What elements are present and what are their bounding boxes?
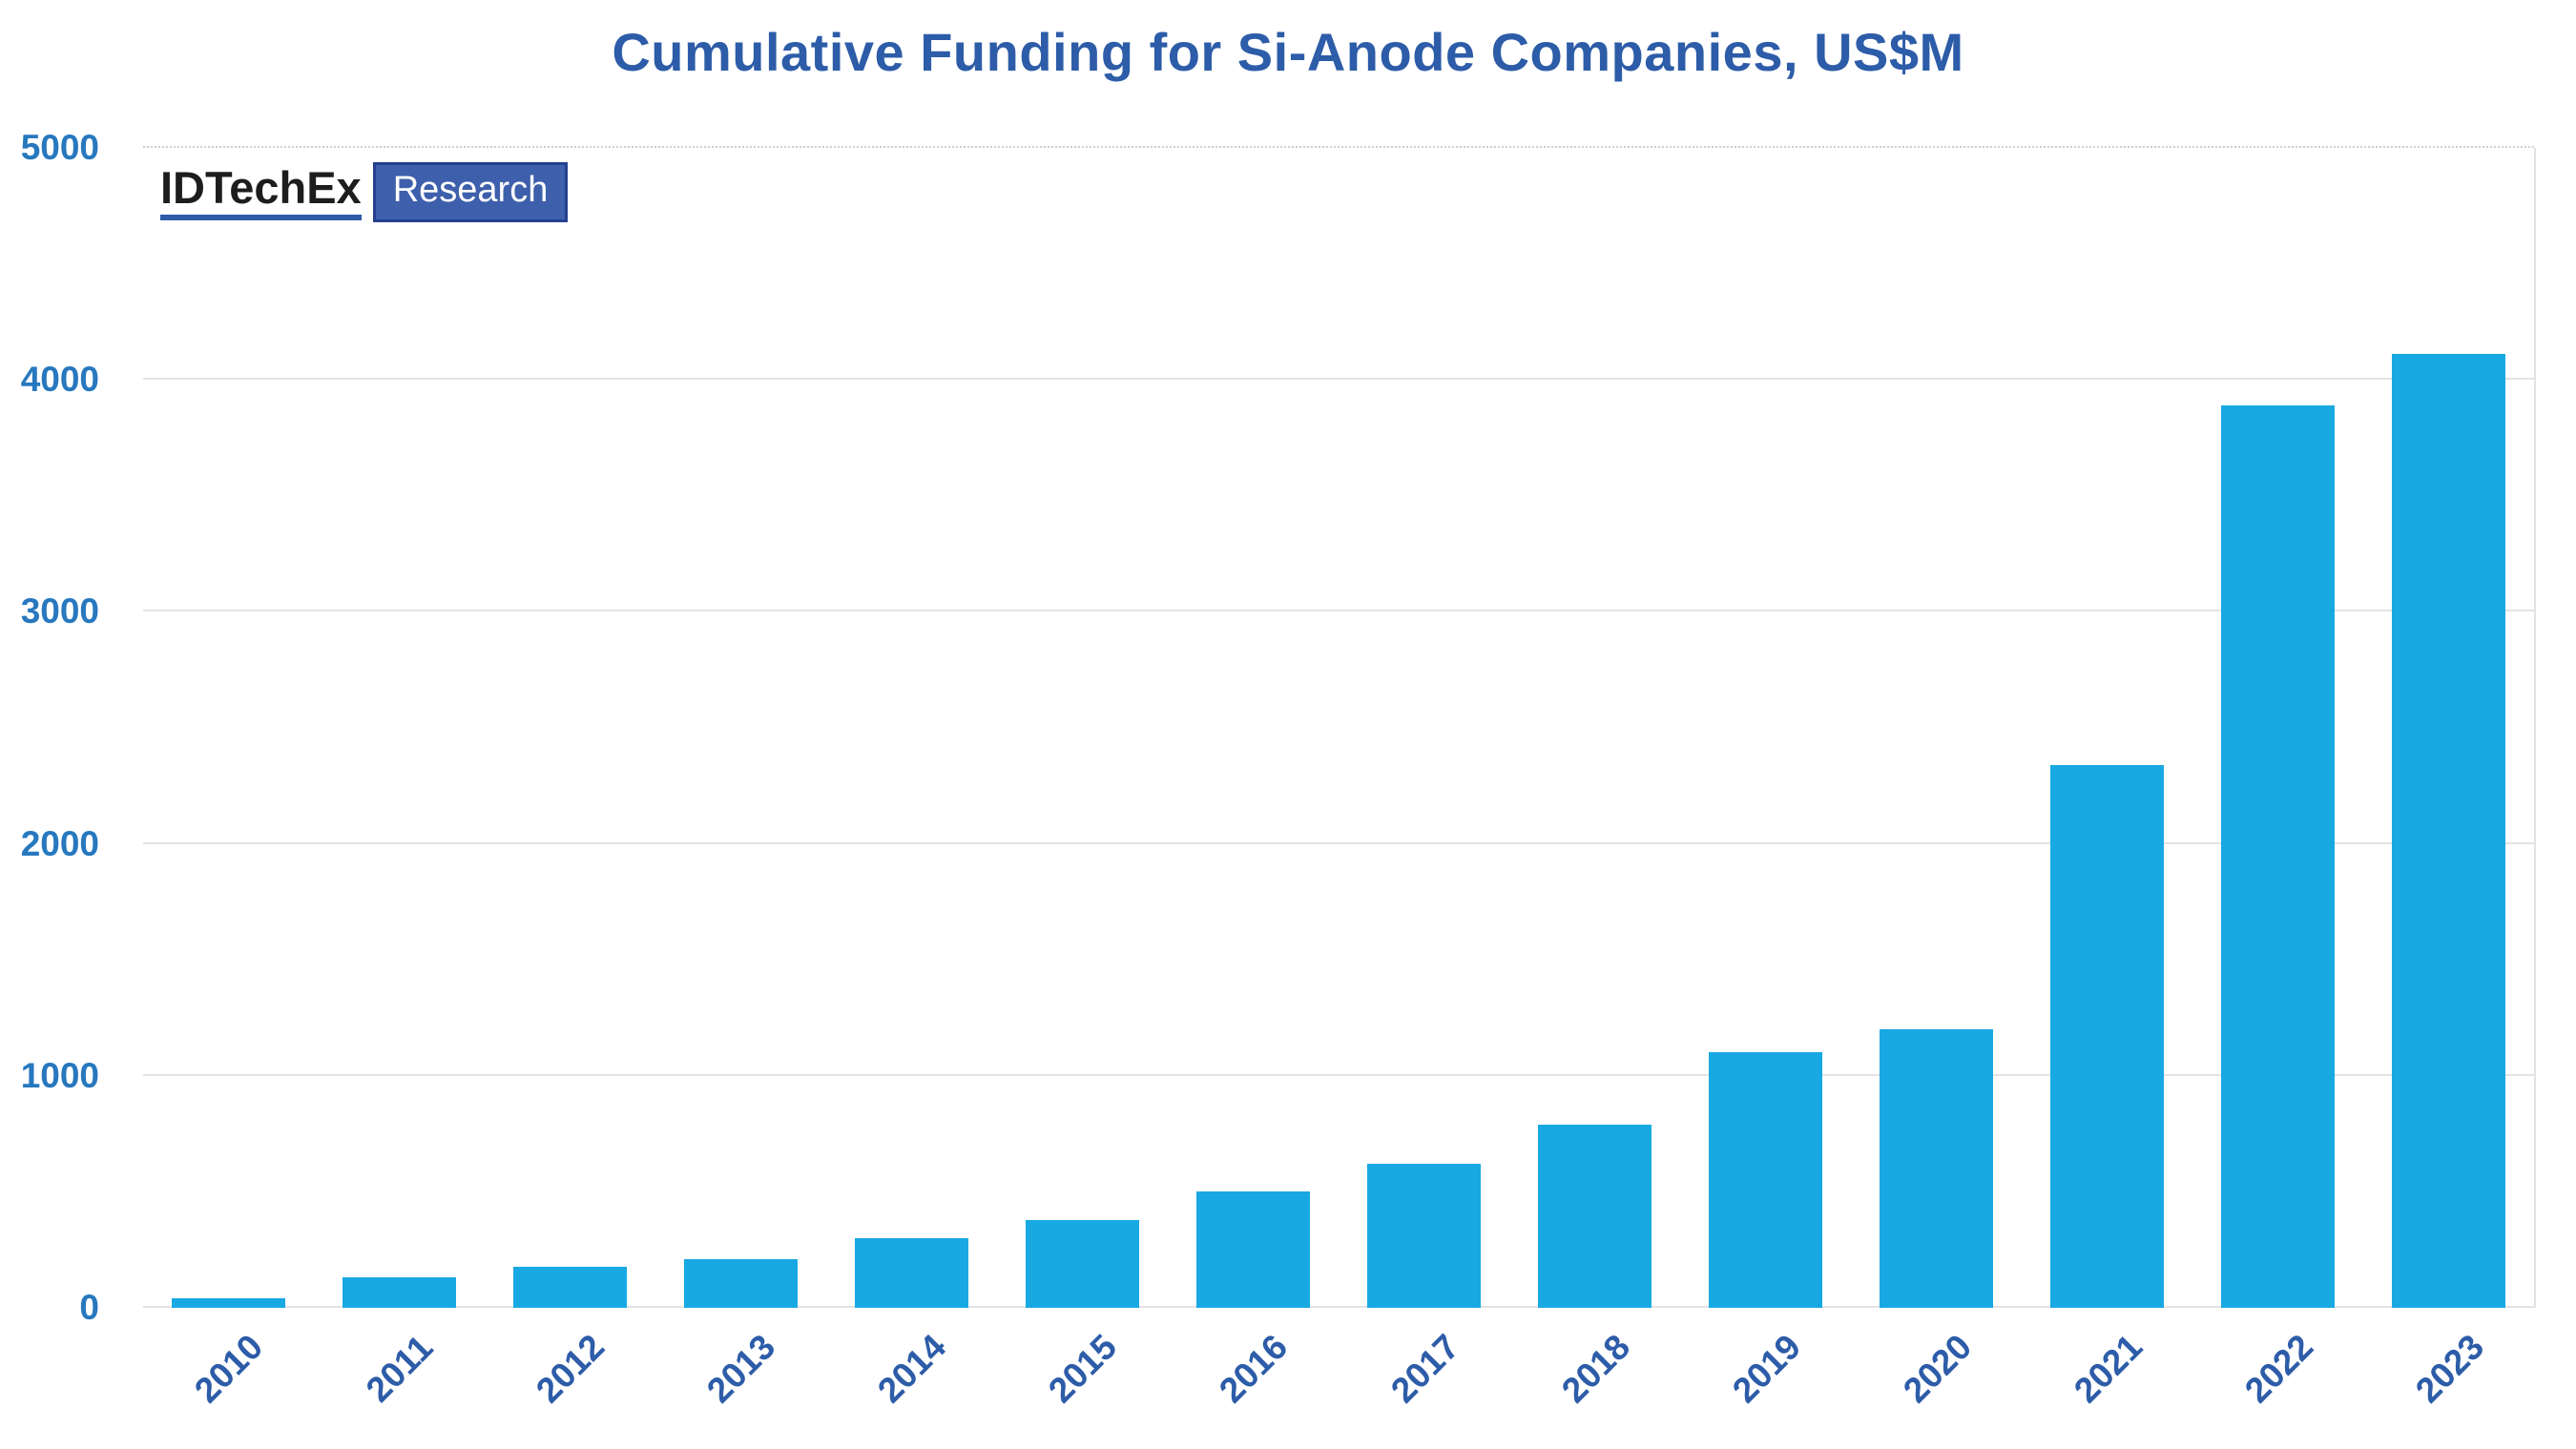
bar-2020 <box>1880 1029 1993 1308</box>
bar-2012 <box>513 1267 627 1308</box>
bar-2017 <box>1367 1164 1481 1308</box>
y-tick-label-4000: 4000 <box>20 360 99 400</box>
bar-slot-2016 <box>1168 148 1339 1308</box>
x-tick-label-2015: 2015 <box>1041 1327 1125 1411</box>
bar-2022 <box>2221 404 2335 1308</box>
x-cell-2021: 2021 <box>2024 1314 2194 1448</box>
gridline-5000 <box>143 146 2534 148</box>
bar-2011 <box>343 1277 456 1308</box>
x-tick-label-2010: 2010 <box>186 1327 270 1411</box>
bar-slot-2022 <box>2192 148 2363 1308</box>
x-tick-label-2020: 2020 <box>1896 1327 1980 1411</box>
y-tick-label-1000: 1000 <box>20 1055 99 1095</box>
bar-2013 <box>684 1258 798 1308</box>
x-cell-2020: 2020 <box>1852 1314 2023 1448</box>
bar-2016 <box>1196 1191 1310 1308</box>
x-cell-2013: 2013 <box>655 1314 826 1448</box>
bar-slot-2018 <box>1509 148 1680 1308</box>
research-badge: Research <box>372 162 569 222</box>
x-cell-2014: 2014 <box>827 1314 998 1448</box>
bar-slot-2013 <box>655 148 826 1308</box>
bar-slot-2012 <box>485 148 655 1308</box>
bar-slot-2015 <box>997 148 1168 1308</box>
x-tick-label-2018: 2018 <box>1553 1327 1637 1411</box>
x-cell-2018: 2018 <box>1510 1314 1681 1448</box>
gridline-1000 <box>143 1073 2534 1076</box>
x-cell-2022: 2022 <box>2194 1314 2365 1448</box>
bar-2014 <box>855 1238 968 1308</box>
y-tick-label-5000: 5000 <box>20 128 99 167</box>
chart-title: Cumulative Funding for Si-Anode Companie… <box>612 22 1964 82</box>
bar-slot-2020 <box>1851 148 2022 1308</box>
y-axis: 0 1000 2000 3000 4000 5000 <box>0 128 122 1327</box>
gridline-2000 <box>143 841 2534 844</box>
x-tick-label-2022: 2022 <box>2237 1327 2321 1411</box>
x-cell-2011: 2011 <box>314 1314 485 1448</box>
gridline-3000 <box>143 610 2534 612</box>
x-tick-label-2023: 2023 <box>2408 1327 2492 1411</box>
x-tick-label-2013: 2013 <box>699 1327 783 1411</box>
x-cell-2015: 2015 <box>998 1314 1169 1448</box>
bar-2021 <box>2050 764 2164 1308</box>
bar-2023 <box>2392 354 2505 1308</box>
y-tick-label-2000: 2000 <box>20 823 99 863</box>
x-tick-label-2016: 2016 <box>1212 1327 1296 1411</box>
x-cell-2016: 2016 <box>1169 1314 1340 1448</box>
x-cell-2019: 2019 <box>1681 1314 1852 1448</box>
bar-2010 <box>172 1298 285 1308</box>
x-tick-label-2019: 2019 <box>1724 1327 1809 1411</box>
bar-slot-2017 <box>1339 148 1509 1308</box>
bar-slot-2019 <box>1680 148 1851 1308</box>
idtechex-logo-text: IDTechEx <box>160 164 362 220</box>
x-tick-label-2014: 2014 <box>870 1327 954 1411</box>
bar-slot-2021 <box>2022 148 2192 1308</box>
plot-area <box>143 146 2536 1308</box>
bar-2015 <box>1026 1219 1139 1308</box>
x-tick-label-2017: 2017 <box>1382 1327 1466 1411</box>
bar-slot-2014 <box>826 148 997 1308</box>
x-axis: 2010 2011 2012 2013 2014 2015 2016 2017 2018 2019… <box>143 1314 2536 1448</box>
x-tick-label-2012: 2012 <box>528 1327 613 1411</box>
x-cell-2010: 2010 <box>143 1314 314 1448</box>
bar-slot-2023 <box>2363 148 2534 1308</box>
bar-slot-2010 <box>143 148 314 1308</box>
x-tick-label-2021: 2021 <box>2067 1327 2150 1411</box>
bar-2019 <box>1709 1052 1822 1308</box>
x-cell-2012: 2012 <box>485 1314 655 1448</box>
x-cell-2023: 2023 <box>2365 1314 2536 1448</box>
bars-container <box>143 148 2534 1308</box>
x-tick-label-2011: 2011 <box>358 1327 441 1410</box>
bar-slot-2011 <box>314 148 485 1308</box>
gridline-4000 <box>143 378 2534 381</box>
bar-2018 <box>1538 1124 1652 1308</box>
idtechex-logo: IDTechEx Research <box>160 162 569 222</box>
y-tick-label-0: 0 <box>79 1288 99 1327</box>
gridline-0 <box>143 1306 2534 1308</box>
x-cell-2017: 2017 <box>1340 1314 1510 1448</box>
y-tick-label-3000: 3000 <box>20 591 99 631</box>
